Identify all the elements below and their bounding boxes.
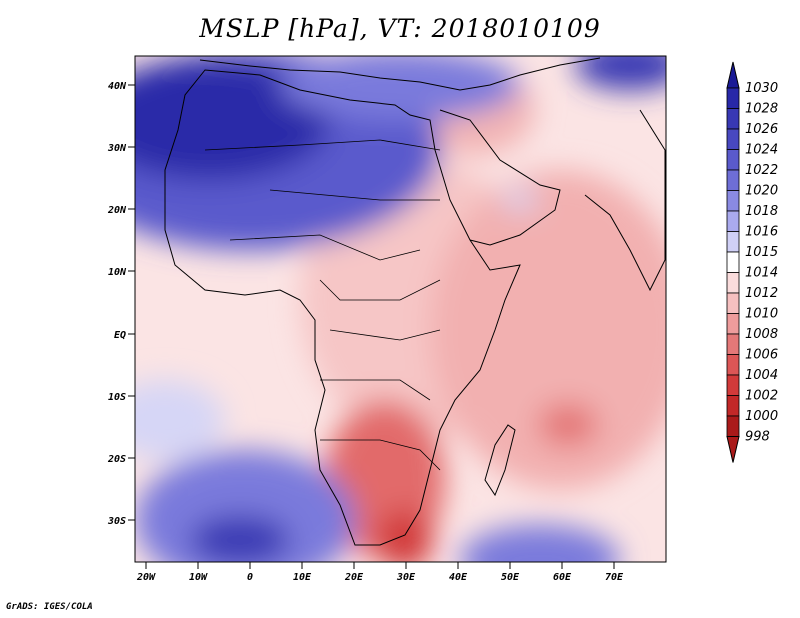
- coastlines: [164, 57, 666, 546]
- colorbar-swatch: [726, 149, 740, 171]
- lon-label: 10W: [189, 572, 208, 583]
- lon-label: 10E: [293, 572, 312, 583]
- colorbar-label: 1022: [745, 163, 778, 178]
- lon-label: 30E: [396, 572, 416, 583]
- colorbar-label: 1030: [745, 81, 778, 96]
- south-atlantic-high-outer: [135, 450, 355, 562]
- colorbar-swatch: [726, 313, 740, 335]
- lat-label: 10S: [108, 392, 126, 403]
- colorbar-swatch: [726, 87, 740, 109]
- colorbar-label: 1020: [745, 184, 778, 199]
- colorbar-label: 1012: [745, 286, 778, 301]
- colorbar-swatch: [726, 210, 740, 232]
- africa-coast: [164, 69, 521, 546]
- colorbar-swatch: [726, 251, 740, 273]
- lon-label: 20E: [344, 572, 364, 583]
- colorbar-bottom-arrow: [726, 436, 740, 463]
- mediterranean-high: [280, 56, 520, 120]
- latitude-axis: 40N 30N 20N 10N EQ 10S 20S 30S: [107, 81, 135, 527]
- asia-high: [575, 56, 666, 90]
- india-coast: [584, 109, 666, 292]
- indian-ocean-low-1008: [430, 170, 666, 490]
- colorbar-swatch: [726, 415, 740, 437]
- lat-label: 30N: [107, 143, 127, 154]
- colorbar-label: 1006: [745, 348, 778, 363]
- colorbar-top-arrow: [726, 61, 740, 89]
- south-atlantic-high-core: [190, 515, 290, 562]
- pressure-field: [135, 56, 666, 562]
- colorbar-label: 1016: [745, 225, 778, 240]
- lon-label: 0: [247, 572, 253, 583]
- colorbar-swatch: [726, 354, 740, 376]
- southern-africa-low-core: [377, 510, 433, 562]
- colorbar-swatch: [726, 108, 740, 130]
- country-borders: [204, 139, 441, 471]
- lat-label: 20S: [107, 454, 126, 465]
- lon-label: 60E: [553, 572, 572, 583]
- colorbar-label: 1015: [745, 245, 778, 260]
- colorbar-swatch: [726, 292, 740, 314]
- atlantic-weak-high: [135, 380, 225, 460]
- arabia-coast: [439, 109, 561, 246]
- colorbar-swatch: [726, 272, 740, 294]
- longitude-axis: 20W 10W 0 10E 20E 30E 40E 50E 60E 70E: [136, 562, 624, 583]
- lon-label: 70E: [605, 572, 624, 583]
- colorbar-swatch: [726, 128, 740, 150]
- colorbar-swatch: [726, 333, 740, 355]
- madagascar-coast: [484, 424, 516, 497]
- lat-label: 30S: [107, 516, 126, 527]
- colorbar-label: 1008: [745, 327, 778, 342]
- colorbar-swatch: [726, 190, 740, 212]
- map-frame: [134, 55, 667, 563]
- colorbar-label: 1014: [745, 266, 778, 281]
- arabia-weak-high: [502, 190, 538, 210]
- colorbar-label: 1000: [745, 409, 778, 424]
- footer-credit: GrADS: IGES/COLA: [6, 602, 93, 612]
- colorbar-label: 998: [745, 430, 770, 445]
- map-title: MSLP [hPa], VT: 2018010109: [199, 14, 601, 43]
- lat-label: 20N: [107, 205, 127, 216]
- colorbar-label: 1018: [745, 204, 778, 219]
- colorbar-label: 1024: [745, 143, 778, 158]
- colorbar-label: 1004: [745, 368, 778, 383]
- lon-label: 50E: [501, 572, 520, 583]
- madagascar-low: [538, 403, 598, 447]
- lon-label: 20W: [136, 572, 156, 583]
- colorbar: 1030 1028 1026 1024 1022 1020 1018 1016 1015 1014…: [726, 61, 778, 463]
- lat-label: EQ: [114, 330, 126, 341]
- lon-label: 40E: [449, 572, 468, 583]
- colorbar-swatch: [726, 169, 740, 191]
- sahara-high-core: [135, 60, 330, 180]
- lat-label: 10N: [108, 267, 127, 278]
- colorbar-label: 1028: [745, 102, 778, 117]
- south-indian-high: [460, 525, 620, 562]
- colorbar-swatch: [726, 395, 740, 417]
- colorbar-swatch: [726, 374, 740, 396]
- colorbar-label: 1002: [745, 389, 778, 404]
- colorbar-label: 1010: [745, 307, 778, 322]
- lat-label: 40N: [108, 81, 127, 92]
- europe-coast: [199, 57, 601, 91]
- colorbar-label: 1026: [745, 122, 778, 137]
- colorbar-swatch: [726, 231, 740, 253]
